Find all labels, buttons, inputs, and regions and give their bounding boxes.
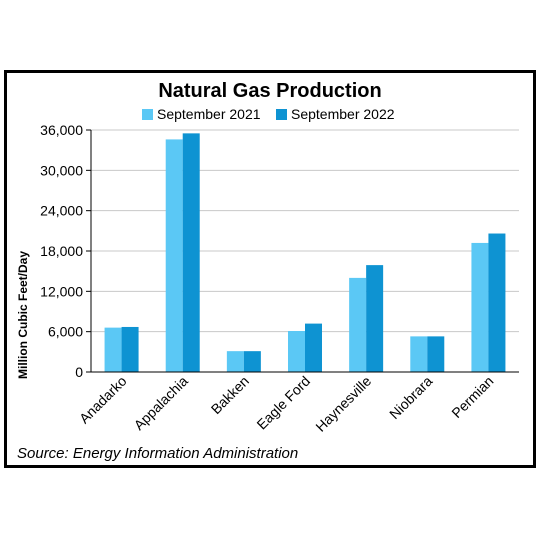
x-tick-label: Niobrara (386, 373, 435, 422)
x-tick-label: Haynesville (312, 373, 374, 435)
x-tick-label: Eagle Ford (253, 373, 313, 433)
bar-niobrara-2022 (427, 336, 445, 372)
y-axis-label: Million Cubic Feet/Day (16, 251, 30, 379)
y-tick-label: 0 (75, 364, 83, 380)
bars (104, 133, 506, 372)
y-tick-label: 30,000 (40, 162, 83, 178)
chart-title: Natural Gas Production (158, 80, 381, 102)
bar-haynesville-2021 (349, 277, 367, 372)
bar-niobrara-2021 (410, 336, 428, 372)
chart-frame: Natural Gas Production September 2021 Se… (4, 70, 536, 468)
x-axis-ticks: Anadarko Appalachia Bakken Eagle Ford Haynes… (76, 373, 497, 435)
x-tick-label: Appalachia (131, 373, 191, 433)
bar-permian-2022 (488, 233, 506, 372)
legend-swatch-2022 (276, 109, 287, 120)
bar-permian-2021 (471, 242, 489, 372)
legend: September 2021 September 2022 (142, 106, 395, 122)
bar-eagle-ford-2021 (288, 330, 305, 372)
bar-bakken-2021 (226, 351, 244, 372)
chart-area: Natural Gas Production September 2021 Se… (16, 80, 519, 462)
legend-label-2022: September 2022 (291, 106, 395, 122)
y-tick-label: 18,000 (40, 243, 83, 259)
gridlines (91, 129, 519, 333)
x-tick-label: Bakken (208, 373, 252, 417)
y-tick-label: 24,000 (40, 203, 83, 219)
bar-bakken-2022 (243, 351, 261, 372)
bar-eagle-ford-2022 (305, 323, 322, 372)
axes (90, 130, 519, 373)
bar-appalachia-2022 (182, 133, 200, 372)
y-tick-label: 36,000 (40, 122, 83, 138)
x-tick-label: Permian (448, 373, 496, 421)
bar-anadarko-2021 (104, 327, 122, 372)
y-axis-ticks: 0 6,000 12,000 18,000 24,000 30,000 36,000 (40, 122, 91, 380)
x-tick-label: Anadarko (76, 373, 130, 427)
bar-anadarko-2022 (121, 326, 139, 372)
bar-appalachia-2021 (165, 139, 183, 372)
y-tick-label: 6,000 (48, 324, 83, 340)
y-tick-label: 12,000 (40, 283, 83, 299)
bar-haynesville-2022 (366, 265, 384, 372)
legend-swatch-2021 (142, 109, 153, 120)
legend-label-2021: September 2021 (157, 106, 261, 122)
source-note: Source: Energy Information Administratio… (17, 445, 298, 462)
